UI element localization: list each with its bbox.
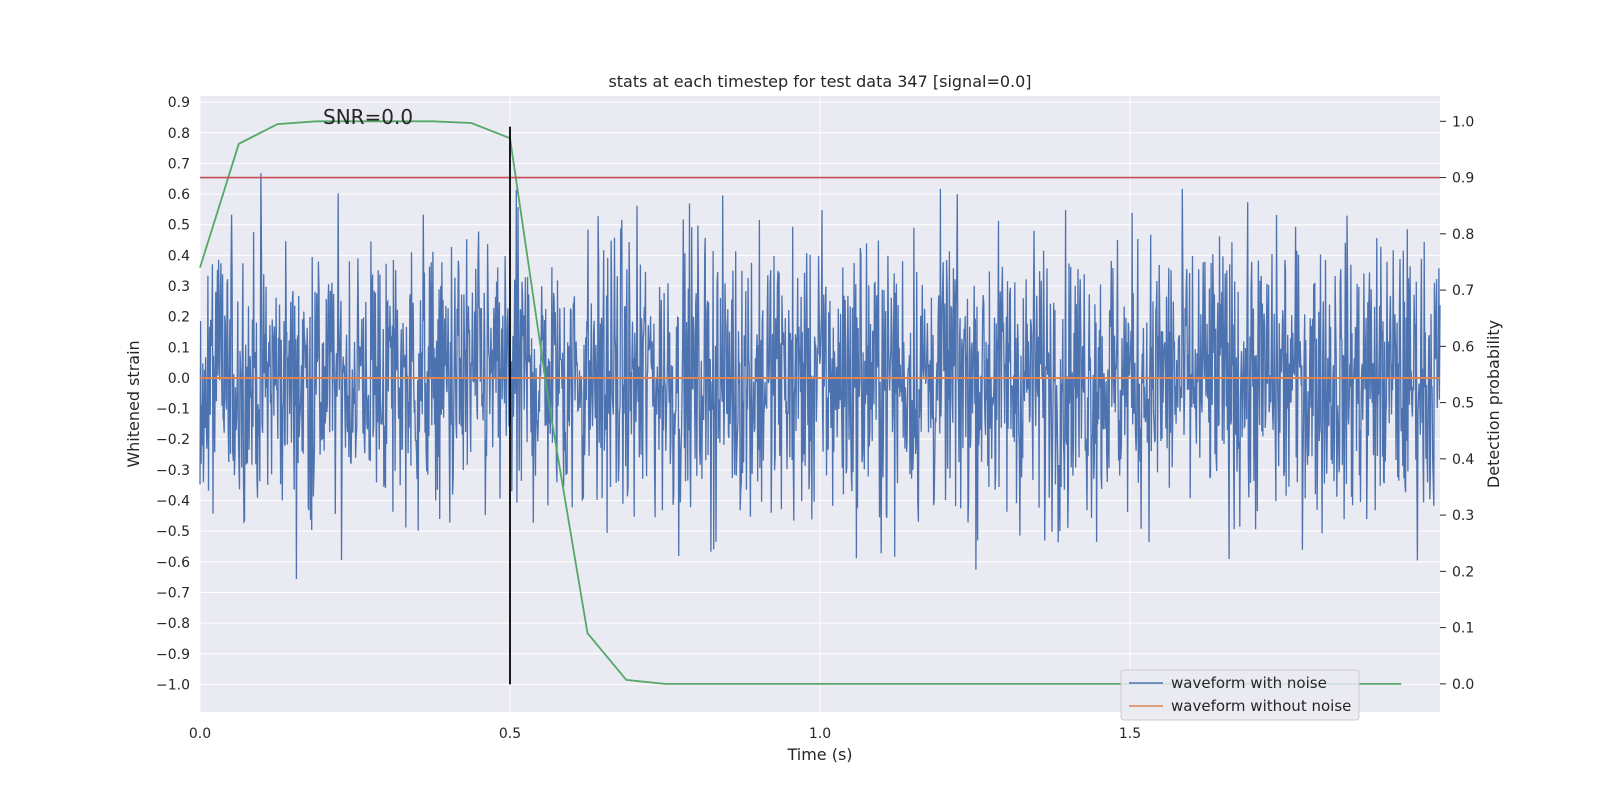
y2-tick-label: 0.0 (1452, 677, 1474, 693)
y2-tick-label: 0.2 (1452, 564, 1474, 580)
legend: waveform with noise waveform without noi… (1120, 669, 1360, 721)
x-axis-label: Time (s) (786, 745, 852, 764)
y-tick-label: −0.3 (156, 463, 190, 479)
y2-tick-label: 0.8 (1452, 227, 1474, 243)
y-tick-label: 0.0 (168, 371, 190, 387)
y2-tick-label: 0.1 (1452, 621, 1474, 637)
y2-tick-label: 0.4 (1452, 452, 1474, 468)
y-tick-label: −0.7 (156, 585, 190, 601)
y-tick-label: 0.7 (168, 156, 190, 172)
y-tick-label: 0.9 (168, 95, 190, 111)
y-tick-label: 0.3 (168, 279, 190, 295)
legend-label-without-noise: waveform without noise (1171, 697, 1351, 715)
y-tick-label: −0.6 (156, 555, 190, 571)
y-tick-label: 0.2 (168, 310, 190, 326)
snr-annotation: SNR=0.0 (323, 105, 413, 129)
legend-label-with-noise: waveform with noise (1171, 674, 1327, 692)
legend-box (1120, 669, 1360, 721)
y2-tick-label: 0.7 (1452, 283, 1474, 299)
y-tick-label: −0.1 (156, 402, 190, 418)
series-waveform-with-noise (199, 173, 1441, 580)
x-tick-label: 1.0 (809, 726, 831, 742)
y2-tick-label: 0.9 (1452, 171, 1474, 187)
x-tick-label: 0.5 (499, 726, 521, 742)
y-tick-label: −0.2 (156, 432, 190, 448)
y2-tick-label: 0.3 (1452, 508, 1474, 524)
y-tick-label: 0.1 (168, 340, 190, 356)
plot-area (199, 120, 1441, 685)
y-tick-label: 0.5 (168, 218, 190, 234)
x-tick-label: 0.0 (189, 726, 211, 742)
y-tick-label: −1.0 (156, 677, 190, 693)
x-tick-label: 1.5 (1119, 726, 1141, 742)
y-tick-label: 0.4 (168, 248, 190, 264)
y-tick-label: 0.8 (168, 126, 190, 142)
y2-tick-label: 1.0 (1452, 114, 1474, 130)
y-axis-label: Whitened strain (124, 340, 143, 467)
y-tick-label: −0.5 (156, 524, 190, 540)
y2-tick-label: 0.6 (1452, 339, 1474, 355)
chart-title: stats at each timestep for test data 347… (608, 72, 1031, 91)
y-tick-label: −0.9 (156, 647, 190, 663)
axes: 0.9 0.8 0.7 0.6 0.5 0.4 0.3 0.2 0.1 0.0 −0.1 −0.2 −0… (156, 95, 1474, 742)
y-tick-label: −0.4 (156, 494, 190, 510)
y-tick-label: 0.6 (168, 187, 190, 203)
y-tick-label: −0.8 (156, 616, 190, 632)
y2-tick-label: 0.5 (1452, 396, 1474, 412)
y2-axis-label: Detection probability (1484, 320, 1503, 488)
